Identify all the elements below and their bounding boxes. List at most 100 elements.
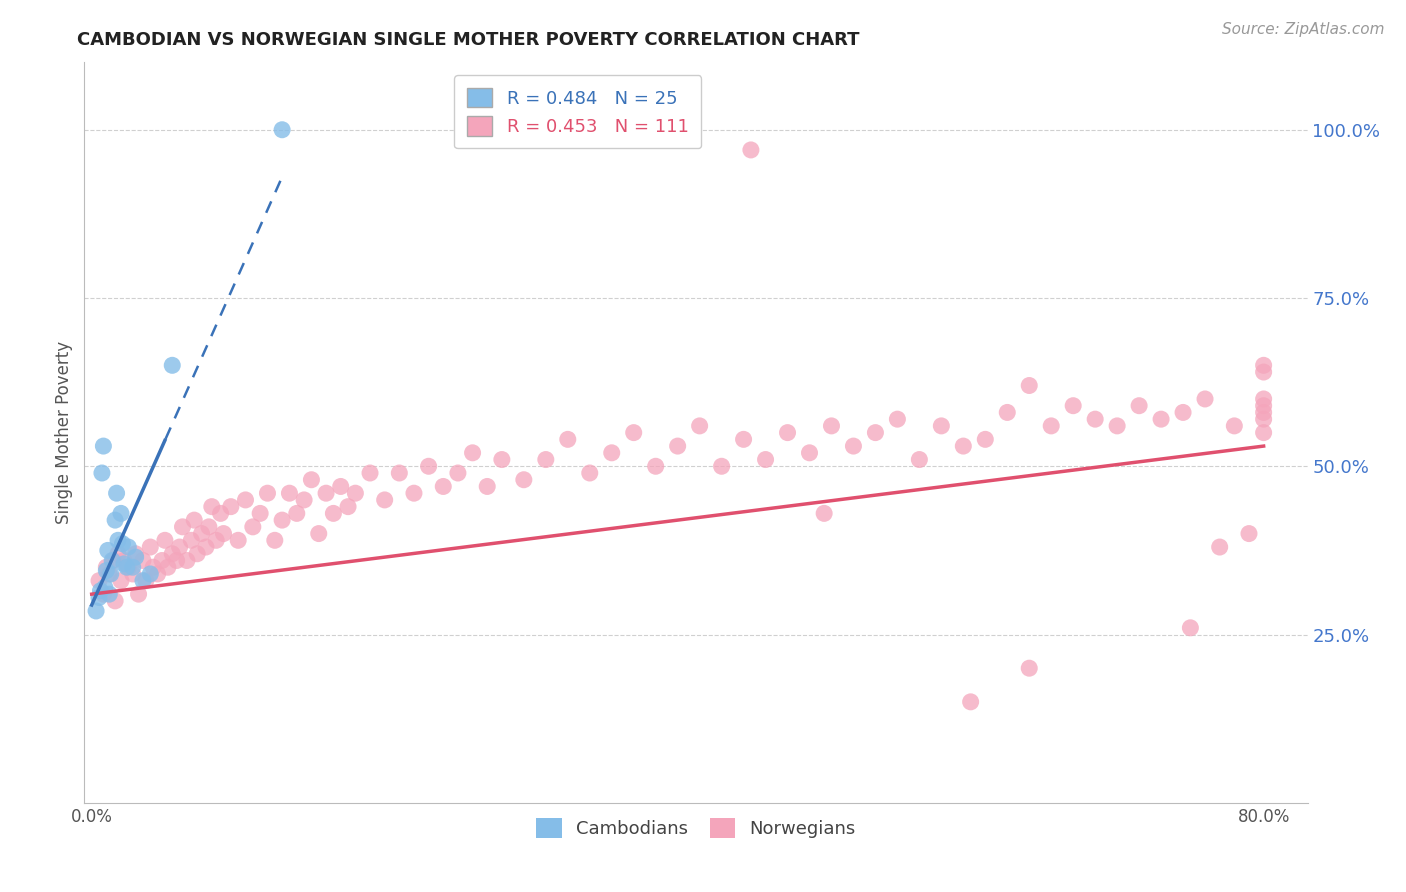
Point: [89, 583, 111, 598]
Point: [201, 500, 224, 514]
Point: [1107, 418, 1129, 433]
Point: [644, 459, 666, 474]
Point: [110, 507, 132, 521]
Point: [1253, 365, 1275, 379]
Point: [374, 492, 396, 507]
Point: [249, 507, 271, 521]
Point: [1253, 425, 1275, 440]
Point: [87, 591, 110, 605]
Point: [952, 439, 974, 453]
Point: [337, 500, 360, 514]
Point: [1128, 399, 1150, 413]
Point: [124, 547, 146, 561]
Point: [557, 433, 579, 447]
Point: [101, 553, 124, 567]
Point: [84, 604, 107, 618]
Point: [242, 520, 264, 534]
Point: [172, 520, 194, 534]
Point: [315, 486, 337, 500]
Point: [115, 560, 138, 574]
Point: [329, 479, 352, 493]
Point: [278, 486, 301, 500]
Point: [710, 459, 733, 474]
Point: [292, 492, 315, 507]
Point: [776, 425, 799, 440]
Point: [198, 520, 221, 534]
Point: [205, 533, 228, 548]
Point: [1018, 378, 1040, 392]
Point: [91, 466, 114, 480]
Point: [600, 446, 623, 460]
Point: [1253, 412, 1275, 426]
Legend: Cambodians, Norwegians: Cambodians, Norwegians: [529, 811, 863, 846]
Point: [98, 566, 121, 581]
Point: [87, 574, 110, 588]
Point: [1040, 418, 1063, 433]
Point: [104, 513, 127, 527]
Point: [235, 492, 257, 507]
Point: [226, 533, 249, 548]
Point: [959, 695, 981, 709]
Point: [1062, 399, 1084, 413]
Point: [98, 587, 121, 601]
Point: [271, 513, 294, 527]
Point: [1084, 412, 1107, 426]
Point: [117, 540, 139, 554]
Point: [139, 566, 162, 581]
Point: [209, 507, 232, 521]
Point: [121, 566, 143, 581]
Point: [432, 479, 454, 493]
Point: [402, 486, 425, 500]
Point: [180, 533, 202, 548]
Point: [176, 553, 198, 567]
Point: [132, 574, 155, 588]
Point: [1194, 392, 1216, 406]
Y-axis label: Single Mother Poverty: Single Mother Poverty: [55, 341, 73, 524]
Text: Source: ZipAtlas.com: Source: ZipAtlas.com: [1222, 22, 1385, 37]
Point: [190, 526, 212, 541]
Point: [96, 564, 118, 578]
Point: [491, 452, 513, 467]
Point: [1237, 526, 1260, 541]
Point: [299, 473, 322, 487]
Point: [689, 418, 711, 433]
Point: [344, 486, 367, 500]
Point: [886, 412, 908, 426]
Point: [93, 587, 115, 601]
Point: [461, 446, 484, 460]
Point: [256, 486, 278, 500]
Point: [623, 425, 645, 440]
Point: [1180, 621, 1202, 635]
Point: [186, 547, 208, 561]
Point: [107, 547, 129, 561]
Point: [865, 425, 887, 440]
Point: [1018, 661, 1040, 675]
Point: [93, 439, 115, 453]
Point: [212, 526, 235, 541]
Point: [418, 459, 440, 474]
Point: [754, 452, 776, 467]
Point: [285, 507, 308, 521]
Point: [146, 566, 169, 581]
Point: [740, 143, 762, 157]
Point: [121, 560, 143, 574]
Point: [153, 533, 176, 548]
Point: [219, 500, 242, 514]
Point: [308, 526, 330, 541]
Point: [1253, 359, 1275, 373]
Text: CAMBODIAN VS NORWEGIAN SINGLE MOTHER POVERTY CORRELATION CHART: CAMBODIAN VS NORWEGIAN SINGLE MOTHER POV…: [77, 31, 860, 49]
Point: [111, 536, 134, 550]
Point: [183, 513, 205, 527]
Point: [820, 418, 842, 433]
Point: [1208, 540, 1230, 554]
Point: [142, 560, 165, 574]
Point: [447, 466, 470, 480]
Point: [132, 553, 155, 567]
Point: [156, 560, 179, 574]
Point: [150, 553, 173, 567]
Point: [322, 507, 344, 521]
Point: [1253, 399, 1275, 413]
Point: [388, 466, 411, 480]
Point: [124, 550, 146, 565]
Point: [359, 466, 381, 480]
